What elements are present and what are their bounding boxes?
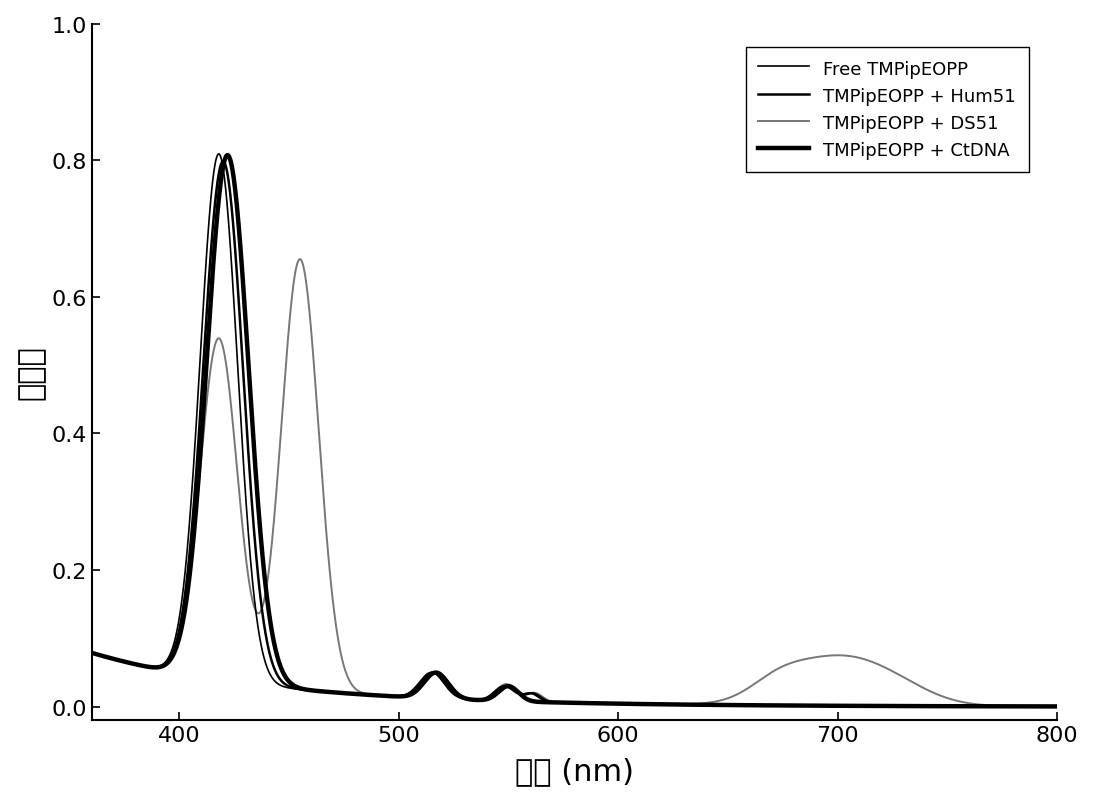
Free TMPipEOPP: [806, 701, 819, 711]
Line: TMPipEOPP + CtDNA: TMPipEOPP + CtDNA: [92, 156, 1057, 707]
TMPipEOPP + CtDNA: [806, 701, 819, 711]
TMPipEOPP + DS51: [261, 580, 274, 589]
TMPipEOPP + CtDNA: [221, 151, 234, 160]
TMPipEOPP + DS51: [665, 699, 678, 709]
Free TMPipEOPP: [665, 699, 678, 709]
X-axis label: 波长 (nm): 波长 (nm): [515, 756, 634, 785]
TMPipEOPP + DS51: [879, 663, 892, 673]
Free TMPipEOPP: [879, 701, 892, 711]
TMPipEOPP + DS51: [713, 696, 726, 706]
Free TMPipEOPP: [1050, 702, 1063, 711]
TMPipEOPP + DS51: [806, 653, 819, 662]
Free TMPipEOPP: [454, 694, 468, 703]
TMPipEOPP + Hum51: [806, 701, 819, 711]
TMPipEOPP + CtDNA: [1050, 702, 1063, 711]
Y-axis label: 吸光度: 吸光度: [16, 345, 46, 400]
TMPipEOPP + CtDNA: [85, 648, 99, 658]
TMPipEOPP + Hum51: [217, 157, 230, 167]
TMPipEOPP + DS51: [85, 648, 99, 658]
TMPipEOPP + Hum51: [261, 638, 274, 647]
TMPipEOPP + Hum51: [879, 701, 892, 711]
Free TMPipEOPP: [713, 700, 726, 710]
TMPipEOPP + Hum51: [85, 648, 99, 658]
TMPipEOPP + Hum51: [1050, 702, 1063, 711]
TMPipEOPP + CtDNA: [713, 700, 726, 710]
TMPipEOPP + DS51: [1050, 702, 1063, 711]
Line: TMPipEOPP + DS51: TMPipEOPP + DS51: [92, 260, 1057, 707]
TMPipEOPP + CtDNA: [879, 701, 892, 711]
TMPipEOPP + Hum51: [665, 699, 678, 709]
TMPipEOPP + Hum51: [454, 693, 468, 703]
TMPipEOPP + CtDNA: [261, 594, 274, 604]
TMPipEOPP + CtDNA: [665, 699, 678, 709]
TMPipEOPP + Hum51: [713, 700, 726, 710]
Line: Free TMPipEOPP: Free TMPipEOPP: [92, 155, 1057, 707]
Line: TMPipEOPP + Hum51: TMPipEOPP + Hum51: [92, 162, 1057, 707]
TMPipEOPP + DS51: [293, 255, 307, 265]
Free TMPipEOPP: [212, 150, 226, 160]
TMPipEOPP + DS51: [454, 693, 468, 703]
Legend: Free TMPipEOPP, TMPipEOPP + Hum51, TMPipEOPP + DS51, TMPipEOPP + CtDNA: Free TMPipEOPP, TMPipEOPP + Hum51, TMPip…: [746, 47, 1028, 172]
Free TMPipEOPP: [261, 663, 274, 673]
Free TMPipEOPP: [85, 648, 99, 658]
TMPipEOPP + CtDNA: [454, 691, 468, 701]
